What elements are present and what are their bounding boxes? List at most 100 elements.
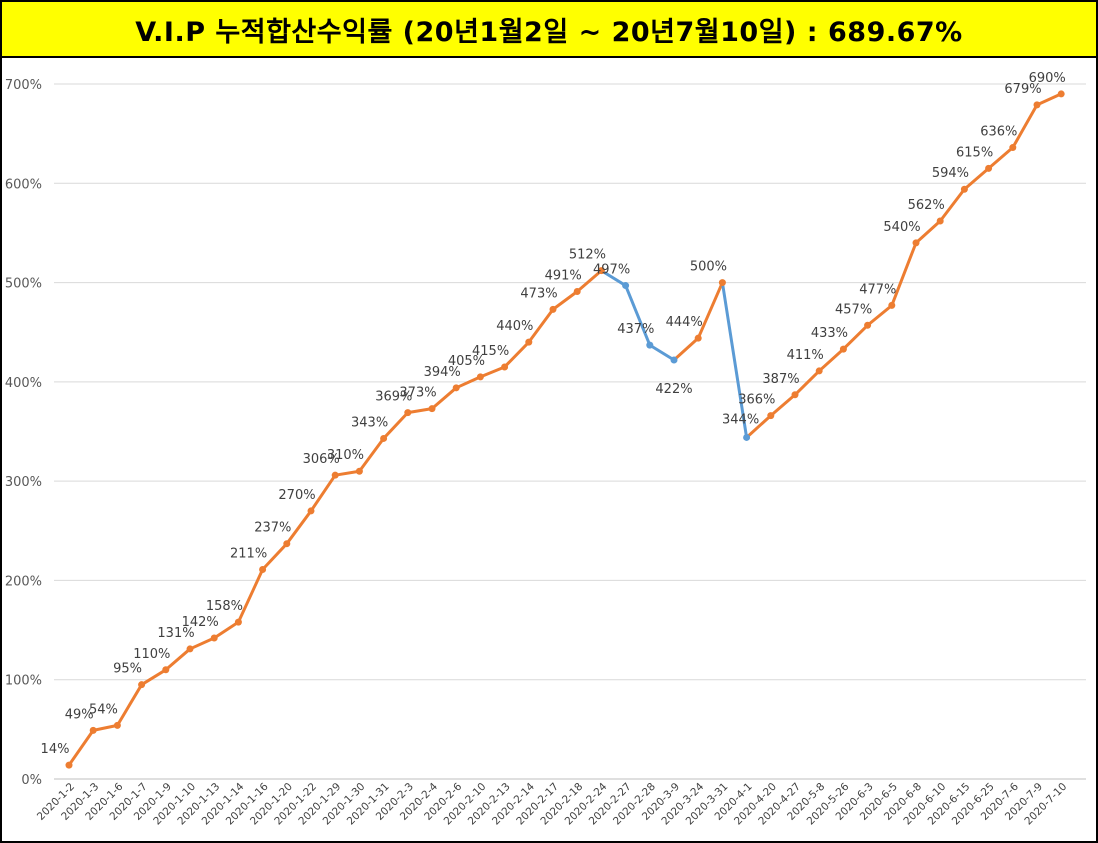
data-point — [622, 282, 630, 290]
data-point — [960, 185, 968, 193]
series-segment — [382, 411, 410, 440]
data-label: 405% — [448, 354, 485, 369]
data-point — [331, 471, 339, 479]
data-point — [888, 301, 896, 309]
data-label: 562% — [908, 198, 945, 213]
series-segment — [769, 393, 797, 418]
series-segment — [1035, 92, 1063, 107]
series-segment — [91, 723, 119, 732]
data-label: 237% — [254, 521, 291, 536]
data-point — [89, 726, 97, 734]
data-label: 306% — [303, 452, 340, 467]
data-point — [646, 341, 654, 349]
series-segment — [164, 647, 192, 672]
series-segment — [551, 290, 579, 311]
data-point — [210, 634, 218, 642]
data-point — [380, 434, 388, 442]
data-label: 343% — [351, 415, 388, 430]
data-label: 540% — [883, 220, 920, 235]
series-segment — [140, 668, 168, 687]
data-point — [670, 356, 678, 364]
y-tick-label: 400% — [5, 376, 42, 391]
data-point — [476, 373, 484, 381]
series-segment — [720, 281, 749, 439]
data-label: 142% — [182, 615, 219, 630]
series-segment — [890, 241, 918, 307]
data-label: 366% — [738, 393, 775, 408]
data-label: 615% — [956, 145, 993, 160]
series-segment — [454, 375, 482, 390]
data-point — [162, 666, 170, 674]
series-segment — [696, 281, 724, 340]
series-segment — [841, 323, 870, 351]
series-segment — [430, 386, 458, 411]
data-label: 373% — [399, 386, 436, 401]
data-label: 422% — [655, 382, 692, 397]
series-segment — [962, 166, 991, 191]
data-point — [1033, 101, 1041, 109]
data-point — [186, 645, 194, 653]
data-label: 440% — [496, 319, 533, 334]
series-segment — [285, 509, 313, 546]
series-segment — [745, 414, 773, 439]
series-segment — [333, 469, 361, 477]
data-point — [815, 367, 823, 375]
data-label: 344% — [722, 412, 759, 427]
data-label: 477% — [859, 282, 896, 297]
data-label: 110% — [133, 647, 170, 662]
chart-title: V.I.P 누적합산수익률 (20년1월2일 ~ 20년7월10일) : 689… — [135, 16, 963, 48]
series-segment — [938, 187, 966, 223]
data-label: 457% — [835, 302, 872, 317]
series-segment — [817, 347, 845, 373]
data-point — [791, 391, 799, 399]
data-label: 433% — [811, 326, 848, 341]
data-point — [573, 288, 581, 296]
data-point — [404, 409, 412, 417]
series-segment — [624, 284, 652, 347]
series-segment — [599, 269, 628, 288]
data-point — [501, 363, 509, 371]
data-label: 473% — [520, 286, 557, 301]
data-label: 497% — [593, 263, 630, 278]
data-point — [113, 721, 121, 729]
series-segment — [914, 219, 942, 245]
data-label: 679% — [1004, 82, 1041, 97]
series-segment — [648, 343, 676, 362]
series-segment — [793, 369, 821, 397]
series-segment — [1011, 103, 1039, 150]
series-segment — [527, 307, 555, 344]
data-label: 411% — [787, 348, 824, 363]
series-segment — [236, 568, 265, 624]
data-point — [307, 507, 315, 515]
data-label: 491% — [545, 269, 582, 284]
data-label: 394% — [424, 365, 461, 380]
data-point — [525, 338, 533, 346]
y-tick-label: 300% — [5, 475, 42, 490]
data-point — [65, 761, 73, 769]
series-segment — [503, 340, 531, 369]
data-label: 512% — [569, 248, 606, 263]
data-label: 500% — [690, 260, 727, 275]
data-point — [1057, 90, 1065, 98]
data-point — [985, 164, 993, 172]
series-segment — [212, 620, 240, 640]
data-point — [452, 384, 460, 392]
data-point — [597, 267, 605, 275]
data-point — [839, 345, 847, 353]
data-point — [743, 433, 751, 441]
data-point — [259, 566, 267, 574]
data-point — [428, 405, 436, 413]
y-tick-label: 500% — [5, 277, 42, 292]
y-tick-label: 600% — [5, 177, 42, 192]
y-tick-label: 200% — [5, 574, 42, 589]
data-label: 54% — [89, 702, 118, 717]
series-segment — [188, 636, 216, 651]
data-point — [283, 540, 291, 548]
data-label: 636% — [980, 125, 1017, 140]
data-label: 158% — [206, 599, 243, 614]
data-label: 594% — [932, 166, 969, 181]
series-segment — [406, 407, 434, 415]
data-label: 690% — [1029, 71, 1066, 86]
data-label: 95% — [113, 662, 142, 677]
title-bar: V.I.P 누적합산수익률 (20년1월2일 ~ 20년7월10일) : 689… — [2, 2, 1096, 58]
